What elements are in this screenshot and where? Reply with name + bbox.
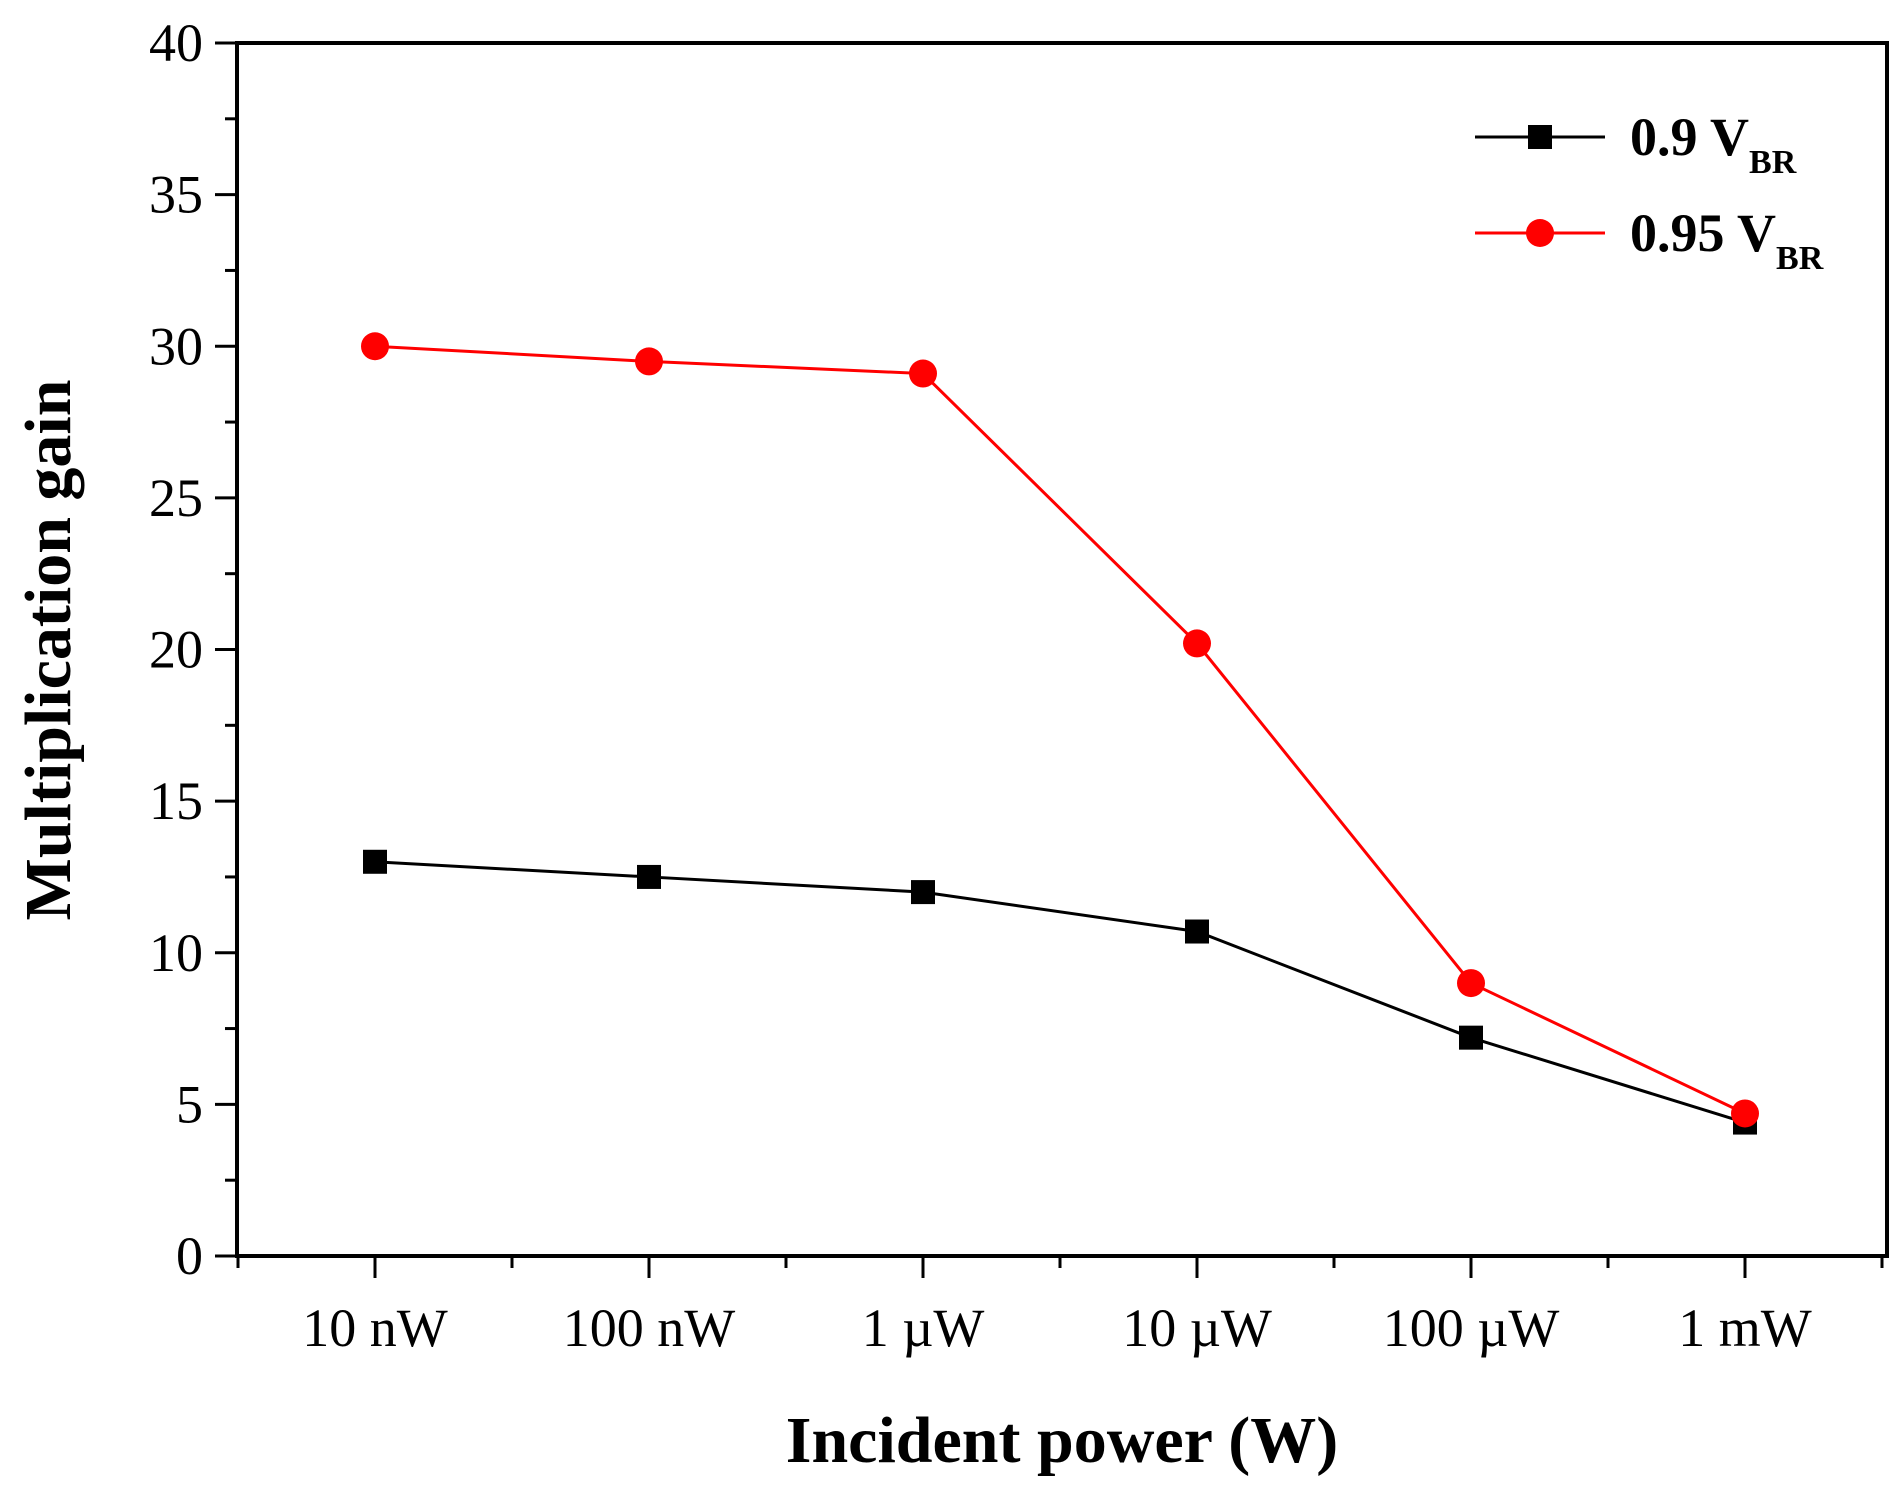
x-axis: 10 nW 100 nW 1 µW 10 µW 100 µW 1 mW: [236, 1256, 1884, 1358]
data-point-circle: [1731, 1099, 1759, 1128]
legend-entry-series-1: 0.9 VBR: [1475, 107, 1797, 181]
series-line: [374, 344, 1746, 1115]
data-point-square: [1459, 1025, 1483, 1050]
data-point-square: [1185, 919, 1209, 944]
y-tick-label: 5: [176, 1074, 203, 1134]
legend: 0.9 VBR 0.95 VBR: [1475, 107, 1824, 277]
y-tick-label: 0: [176, 1226, 203, 1286]
x-axis-title: Incident power (W): [786, 1404, 1338, 1477]
y-tick-label: 15: [149, 771, 203, 831]
data-point-circle: [909, 359, 937, 388]
series-2: [361, 332, 1759, 1128]
legend-label-series-2: 0.95 VBR: [1630, 203, 1824, 277]
series-1: [363, 849, 1757, 1135]
legend-label-series-1: 0.9 VBR: [1630, 107, 1797, 181]
y-tick-label: 25: [149, 468, 203, 528]
y-tick-label: 10: [149, 923, 203, 983]
y-axis-title: Multiplication gain: [12, 380, 85, 921]
x-tick-label: 10 µW: [1122, 1298, 1272, 1358]
y-tick-label: 20: [149, 620, 203, 680]
y-tick-label: 30: [149, 316, 203, 376]
x-tick-label: 100 nW: [563, 1298, 736, 1358]
data-point-circle: [1183, 629, 1211, 658]
data-point-square: [363, 849, 387, 874]
data-point-circle: [361, 332, 389, 361]
legend-entry-series-2: 0.95 VBR: [1475, 203, 1824, 277]
data-point-square: [637, 864, 661, 889]
series-line: [374, 860, 1746, 1125]
data-point-square: [911, 880, 935, 905]
x-tick-label: 10 nW: [302, 1298, 448, 1358]
y-axis: 0 5 10 15 20 25 30 35 40: [149, 13, 237, 1286]
series-layer: [361, 332, 1759, 1135]
legend-marker-circle: [1526, 219, 1554, 247]
legend-marker-square: [1528, 125, 1552, 149]
data-point-circle: [1457, 969, 1485, 998]
x-tick-label: 100 µW: [1383, 1298, 1560, 1358]
y-tick-label: 35: [149, 165, 203, 225]
x-tick-label: 1 mW: [1678, 1298, 1812, 1358]
x-tick-label: 1 µW: [862, 1298, 985, 1358]
data-point-circle: [635, 347, 663, 376]
y-tick-label: 40: [149, 13, 203, 73]
